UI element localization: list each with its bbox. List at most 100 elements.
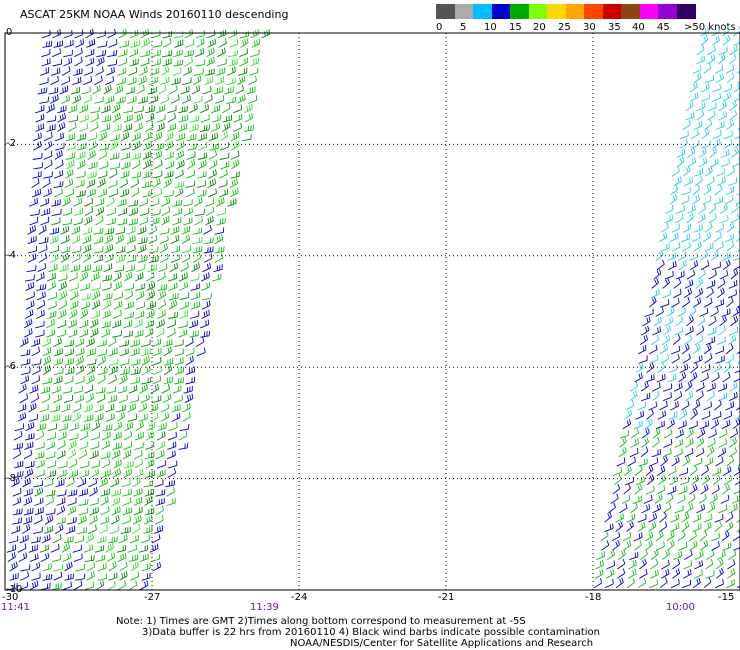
wind-barb	[73, 580, 83, 591]
wind-barb	[73, 197, 83, 207]
wind-barb	[179, 310, 189, 319]
wind-barb	[237, 94, 246, 104]
wind-barb	[27, 235, 37, 245]
wind-barb	[107, 49, 118, 58]
wind-barb	[718, 324, 727, 336]
wind-barb	[43, 131, 53, 142]
wind-barb	[115, 254, 126, 263]
wind-barb	[125, 264, 135, 273]
wind-barb	[662, 549, 670, 560]
wind-barb	[88, 524, 97, 535]
wind-barb	[102, 274, 112, 282]
wind-barb	[679, 138, 688, 149]
wind-barb	[100, 516, 110, 525]
wind-barb	[700, 34, 709, 46]
wind-barb	[110, 478, 120, 488]
wind-barb	[681, 512, 690, 523]
wind-barb	[663, 502, 672, 514]
wind-barb	[715, 298, 725, 308]
wind-barb	[54, 169, 64, 179]
wind-barb	[174, 339, 184, 348]
wind-barb	[156, 441, 166, 450]
wind-barb	[42, 563, 52, 572]
wind-barb	[74, 535, 85, 544]
wind-barb	[108, 39, 118, 48]
wind-barb	[130, 187, 140, 198]
wind-barb	[104, 227, 115, 235]
wind-barb	[676, 156, 685, 168]
wind-barb	[67, 497, 77, 506]
wind-barb	[715, 73, 725, 84]
wind-barb	[145, 271, 155, 282]
wind-barb	[183, 66, 192, 76]
wind-barb	[653, 316, 662, 327]
wind-barb	[651, 277, 660, 289]
wind-barb	[98, 150, 108, 160]
wind-barb	[162, 50, 173, 58]
wind-barb	[716, 287, 725, 299]
wind-barb	[167, 123, 177, 132]
wind-barb	[687, 157, 697, 168]
wind-barb	[736, 345, 740, 355]
wind-barb	[652, 427, 661, 439]
wind-barb	[162, 58, 172, 67]
wind-barb	[19, 393, 29, 404]
colorbar-segment	[436, 4, 455, 19]
wind-barb	[729, 428, 739, 439]
wind-barb	[56, 489, 67, 497]
wind-barb	[180, 262, 189, 273]
wind-barb	[94, 413, 104, 422]
wind-barb	[119, 339, 130, 348]
wind-barb	[174, 377, 185, 385]
wind-barb	[85, 533, 95, 544]
wind-barb	[132, 477, 141, 488]
wind-barb	[112, 103, 121, 114]
wind-barb	[196, 37, 205, 48]
wind-barb	[641, 392, 651, 402]
wind-barb	[722, 483, 731, 495]
wind-barb	[668, 364, 678, 374]
wind-barb	[159, 243, 169, 254]
wind-barb	[718, 53, 726, 65]
wind-barb	[34, 451, 45, 460]
wind-barb	[707, 502, 716, 514]
wind-barb	[62, 197, 71, 207]
wind-barb	[663, 392, 672, 402]
wind-barb	[30, 536, 41, 544]
wind-barb	[737, 230, 740, 233]
wind-barb	[44, 159, 53, 170]
wind-barb	[711, 35, 720, 46]
wind-barb	[95, 215, 104, 226]
wind-barb	[233, 122, 242, 132]
wind-barb	[634, 372, 643, 383]
wind-barb	[42, 573, 53, 581]
wind-barb	[721, 530, 730, 542]
wind-barb	[47, 423, 58, 432]
wind-barb	[62, 552, 72, 563]
wind-barb	[79, 430, 89, 441]
wind-barb	[8, 535, 19, 544]
wind-barb	[24, 309, 34, 319]
wind-barb	[24, 433, 35, 441]
wind-barb	[71, 246, 82, 254]
wind-barb	[685, 437, 694, 448]
wind-barb	[663, 439, 673, 448]
wind-barb	[719, 315, 728, 327]
wind-barb	[612, 483, 621, 495]
wind-barb	[179, 301, 189, 310]
wind-barb	[640, 446, 649, 458]
wind-barb	[97, 367, 108, 376]
wind-barb	[159, 235, 169, 245]
wind-barb	[639, 568, 648, 579]
wind-barb	[130, 376, 140, 385]
wind-barb	[82, 252, 92, 263]
wind-barb	[650, 559, 659, 570]
wind-barb	[46, 329, 56, 338]
wind-barb	[74, 56, 83, 67]
wind-barb	[112, 468, 122, 478]
wind-barb	[733, 266, 740, 271]
wind-barb	[194, 209, 205, 217]
wind-barb	[134, 122, 143, 132]
wind-barb	[40, 67, 50, 76]
